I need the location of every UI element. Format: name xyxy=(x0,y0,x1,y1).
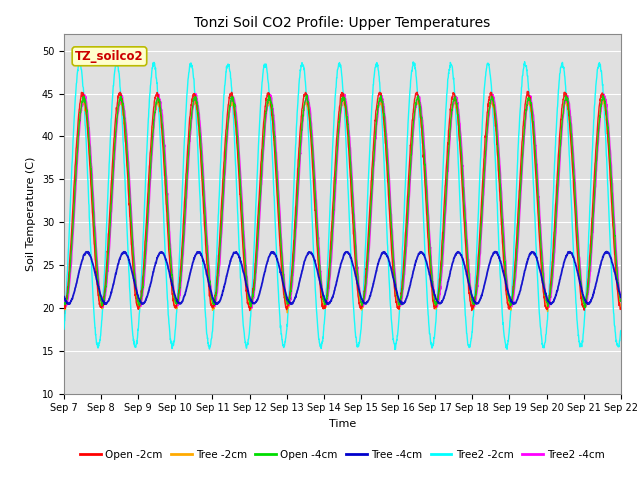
Title: Tonzi Soil CO2 Profile: Upper Temperatures: Tonzi Soil CO2 Profile: Upper Temperatur… xyxy=(195,16,490,30)
Legend: Open -2cm, Tree -2cm, Open -4cm, Tree -4cm, Tree2 -2cm, Tree2 -4cm: Open -2cm, Tree -2cm, Open -4cm, Tree -4… xyxy=(76,445,609,464)
Y-axis label: Soil Temperature (C): Soil Temperature (C) xyxy=(26,156,36,271)
Text: TZ_soilco2: TZ_soilco2 xyxy=(75,50,144,63)
X-axis label: Time: Time xyxy=(329,419,356,429)
